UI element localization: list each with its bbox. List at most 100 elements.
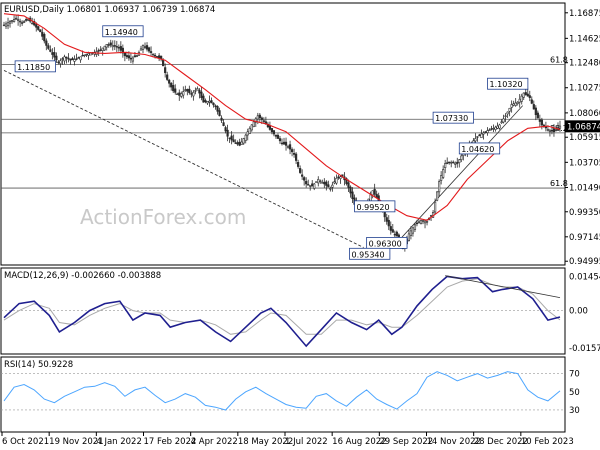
candle-body	[282, 141, 286, 145]
candle-body	[536, 112, 539, 119]
candle-body	[532, 104, 535, 110]
candle-body	[125, 55, 128, 58]
candle-body	[224, 127, 227, 132]
candle-body	[482, 132, 485, 135]
support-trendline	[401, 105, 524, 238]
candle-body	[417, 221, 421, 223]
candle-body	[395, 231, 398, 237]
candle-body	[6, 22, 10, 27]
candle-body	[254, 118, 257, 123]
candle-body	[371, 190, 374, 196]
x-tick-label: 1 Jul 2022	[285, 437, 328, 447]
candle-body	[423, 220, 427, 224]
candle-body	[188, 88, 191, 94]
candle-body	[335, 177, 338, 184]
candle-body	[176, 93, 179, 95]
price-tick-label: 1.14625	[569, 34, 600, 44]
candle-body	[51, 52, 54, 55]
candle-body	[339, 176, 342, 179]
candle-body	[518, 98, 521, 103]
candle-body	[236, 142, 239, 145]
candle-body	[558, 125, 562, 129]
candle-body	[10, 20, 14, 22]
rsi-title: RSI(14) 50.9228	[4, 360, 73, 370]
candle-body	[262, 120, 265, 122]
candle-body	[373, 188, 376, 195]
candle-body	[305, 181, 308, 185]
candle-body	[75, 58, 78, 60]
candle-body	[272, 130, 276, 135]
candle-body	[440, 175, 443, 181]
macd-pane: MACD(12,26,9) -0.002660 -0.003888	[0, 267, 566, 355]
candle-body	[107, 44, 110, 46]
candle-body	[115, 46, 118, 48]
candle-body	[393, 233, 396, 236]
price-tick-label: 1.16875	[569, 9, 600, 19]
candle-body	[79, 56, 82, 61]
candle-body	[49, 49, 52, 52]
candle-body	[141, 45, 145, 50]
candle-body	[526, 93, 529, 97]
price-annotations: 1.14940 1.11850 1.10320 1.07330 1.04620 0.995…	[14, 25, 529, 260]
candle-body	[504, 115, 507, 117]
candle-body	[323, 181, 326, 185]
price-axis: 1.16875 1.14625 1.12480 1.10275 1.08060 1.059…	[565, 9, 600, 267]
candle-body	[434, 201, 437, 213]
candle-body	[131, 57, 135, 62]
candle-body	[516, 101, 519, 104]
candle-body	[61, 58, 64, 60]
candle-body	[301, 174, 304, 177]
candle-body	[307, 184, 310, 186]
candle-body	[31, 22, 34, 25]
candle-body	[158, 55, 161, 59]
candle-body	[494, 126, 497, 130]
candle-body	[303, 177, 306, 181]
candle-body	[184, 89, 187, 91]
candle-body	[444, 163, 447, 168]
candle-body	[149, 51, 153, 53]
annotation-box	[14, 60, 56, 73]
annotation-label: 0.95340	[352, 250, 385, 259]
annotation-box	[432, 111, 474, 124]
candle-body	[129, 57, 133, 60]
price-tick-label: 0.94995	[569, 257, 600, 267]
candle-body	[119, 46, 122, 51]
candle-body	[409, 230, 413, 236]
candle-body	[218, 110, 221, 117]
annotation-label: 1.10320	[489, 80, 522, 89]
candle-body	[454, 162, 457, 165]
candle-body	[530, 99, 533, 104]
rsi-tick-label: 30	[569, 406, 580, 416]
candle-body	[196, 88, 199, 91]
macd-signal-line	[3, 278, 561, 335]
candle-body	[101, 47, 104, 51]
candle-body	[19, 20, 22, 23]
macd-main-line	[3, 275, 561, 348]
candle-body	[297, 162, 300, 167]
candle-body	[436, 191, 439, 201]
candle-body	[438, 181, 441, 193]
candle-body	[429, 215, 433, 217]
level-label: 61.8	[550, 55, 568, 64]
candle-body	[200, 91, 203, 98]
annotation-box	[354, 200, 396, 213]
candle-body	[170, 83, 173, 88]
candle-body	[135, 55, 139, 57]
rsi-pane: RSI(14) 50.9228	[0, 356, 566, 433]
candle-body	[389, 226, 392, 231]
candle-body	[248, 128, 251, 134]
candle-body	[238, 141, 241, 146]
candle-body	[270, 128, 274, 133]
candle-body	[127, 55, 130, 59]
rsi-axis: 70 50 30	[569, 370, 580, 416]
candle-body	[109, 42, 112, 46]
price-tick-label: 1.12480	[569, 59, 600, 69]
candle-body	[69, 58, 72, 61]
candle-body	[117, 47, 120, 49]
candle-body	[508, 107, 511, 112]
candle-body	[442, 169, 445, 178]
candle-body	[345, 178, 348, 184]
candle-body	[45, 40, 48, 46]
